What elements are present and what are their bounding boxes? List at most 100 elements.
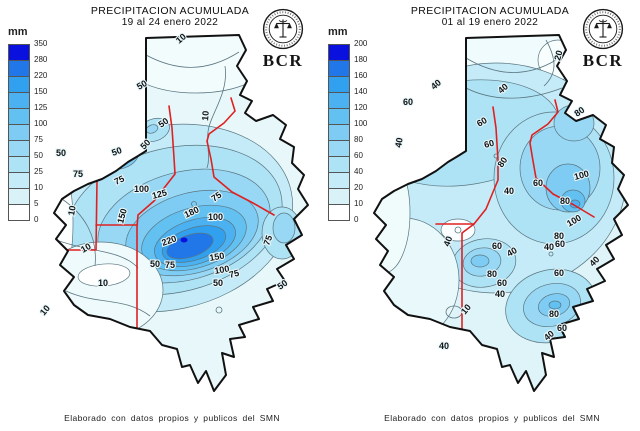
color-scale-swatch xyxy=(9,205,29,220)
color-scale-swatch xyxy=(329,61,349,77)
province-borders xyxy=(435,99,595,391)
bcr-seal-icon xyxy=(262,8,304,50)
color-scale-tick-label: 150 xyxy=(34,87,48,96)
color-scale: mm 350 280 220 150 125 100 75 50 25 10 5 0 xyxy=(7,26,61,236)
map-panel-right: PRECIPITACION ACUMULADA 01 al 19 enero 2… xyxy=(320,0,640,431)
contour-label: 40 xyxy=(429,77,443,91)
color-scale-swatch xyxy=(9,45,29,61)
color-scale-tick-label: 80 xyxy=(354,135,363,144)
contour-label: 100 xyxy=(208,212,223,222)
color-scale-tick-label: 75 xyxy=(34,135,43,144)
contour-label: 60 xyxy=(533,178,543,188)
color-scale-swatch xyxy=(329,93,349,109)
contour-label: 75 xyxy=(228,268,240,280)
scale-unit-label: mm xyxy=(328,26,348,38)
color-scale-swatch xyxy=(329,157,349,173)
map-date-range: 19 al 24 enero 2022 xyxy=(121,17,219,28)
bcr-logo-text: BCR xyxy=(582,51,624,70)
contour-label: 60 xyxy=(403,97,413,107)
contour-label: 10 xyxy=(200,110,211,121)
contour-label: 40 xyxy=(504,186,514,196)
contour-label: 80 xyxy=(560,196,570,206)
color-scale-swatch xyxy=(9,141,29,157)
bcr-logo: BCR xyxy=(578,8,628,71)
color-scale-swatch xyxy=(329,45,349,61)
color-scale-swatch xyxy=(9,93,29,109)
contour-label: 40 xyxy=(439,341,449,351)
color-scale-tick-label: 100 xyxy=(354,119,368,128)
color-scale-swatch xyxy=(329,205,349,220)
color-scale-swatch xyxy=(9,173,29,189)
color-scale-swatch xyxy=(9,61,29,77)
contour-label: 75 xyxy=(261,234,274,247)
color-scale-tick-label: 200 xyxy=(354,39,368,48)
contour-label: 100 xyxy=(214,264,231,276)
color-scale-swatch xyxy=(9,109,29,125)
contour-label: 20 xyxy=(552,49,564,61)
color-scale-tick-label: 120 xyxy=(354,103,368,112)
contour-label: 10 xyxy=(98,278,108,288)
contour-label: 60 xyxy=(555,239,565,249)
color-scale-tick-label: 0 xyxy=(34,215,39,224)
contour-label: 80 xyxy=(572,105,586,119)
contour-label: 60 xyxy=(554,268,564,278)
contour-label: 75 xyxy=(73,169,83,179)
color-scale-tick-label: 40 xyxy=(354,167,363,176)
color-scale-tick-label: 160 xyxy=(354,71,368,80)
contour-label: 50 xyxy=(213,278,223,288)
color-scale-tick-label: 20 xyxy=(354,183,363,192)
color-scale-tick-label: 280 xyxy=(34,55,48,64)
color-scale-tick-label: 10 xyxy=(34,183,43,192)
map-title-block: PRECIPITACION ACUMULADA 19 al 24 enero 2… xyxy=(30,5,310,29)
contour-label: 60 xyxy=(492,241,502,251)
contour-label: 10 xyxy=(38,303,52,317)
color-scale-swatch xyxy=(329,141,349,157)
contour-label: 80 xyxy=(549,309,559,319)
scale-unit-label: mm xyxy=(8,26,28,38)
color-scale-tick-label: 50 xyxy=(34,151,43,160)
contour-label: 60 xyxy=(483,138,495,150)
bcr-logo: BCR xyxy=(258,8,308,71)
source-caption: Elaborado con datos propios y publicos d… xyxy=(384,413,600,423)
contour-label: 50 xyxy=(56,148,66,158)
contour-label: 150 xyxy=(209,251,226,263)
contour-label: 80 xyxy=(487,269,497,279)
color-scale-tick-label: 0 xyxy=(354,215,359,224)
color-scale-tick-label: 350 xyxy=(34,39,48,48)
bcr-logo-text: BCR xyxy=(262,51,304,70)
contour-label: 100 xyxy=(134,184,149,194)
color-scale-tick-label: 220 xyxy=(34,71,48,80)
map-title: PRECIPITACION ACUMULADA xyxy=(90,5,250,17)
contour-label: 40 xyxy=(495,289,505,299)
color-scale-swatch xyxy=(329,109,349,125)
color-scale-tick-label: 100 xyxy=(34,119,48,128)
map-panel-left: PRECIPITACION ACUMULADA 19 al 24 enero 2… xyxy=(7,5,310,423)
color-scale-bar xyxy=(328,44,350,221)
color-scale-swatch xyxy=(9,77,29,93)
color-scale-tick-label: 140 xyxy=(354,87,368,96)
color-scale-tick-label: 60 xyxy=(354,151,363,160)
color-scale-tick-label: 5 xyxy=(34,199,39,208)
contour-label: 50 xyxy=(110,145,123,158)
color-scale-bar xyxy=(8,44,30,221)
color-scale-swatch xyxy=(329,189,349,205)
contour-label: 10 xyxy=(66,205,78,217)
contour-label: 60 xyxy=(557,323,567,333)
contour-label: 50 xyxy=(150,259,160,269)
color-scale: mm 200 180 160 140 120 100 80 60 40 20 10 0 xyxy=(327,26,381,236)
color-scale-tick-label: 10 xyxy=(354,199,363,208)
source-caption: Elaborado con datos propios y publicos d… xyxy=(64,413,280,423)
contour-label: 75 xyxy=(165,260,175,270)
map-title: PRECIPITACION ACUMULADA xyxy=(410,5,570,17)
color-scale-tick-label: 25 xyxy=(34,167,43,176)
contour-label: 80 xyxy=(554,231,564,241)
color-scale-swatch xyxy=(9,125,29,141)
color-scale-tick-label: 125 xyxy=(34,103,48,112)
bcr-seal-icon xyxy=(582,8,624,50)
color-scale-swatch xyxy=(9,189,29,205)
color-scale-swatch xyxy=(329,125,349,141)
map-title-block: PRECIPITACION ACUMULADA 01 al 19 enero 2… xyxy=(350,5,630,29)
color-scale-swatch xyxy=(329,77,349,93)
color-scale-tick-label: 180 xyxy=(354,55,368,64)
